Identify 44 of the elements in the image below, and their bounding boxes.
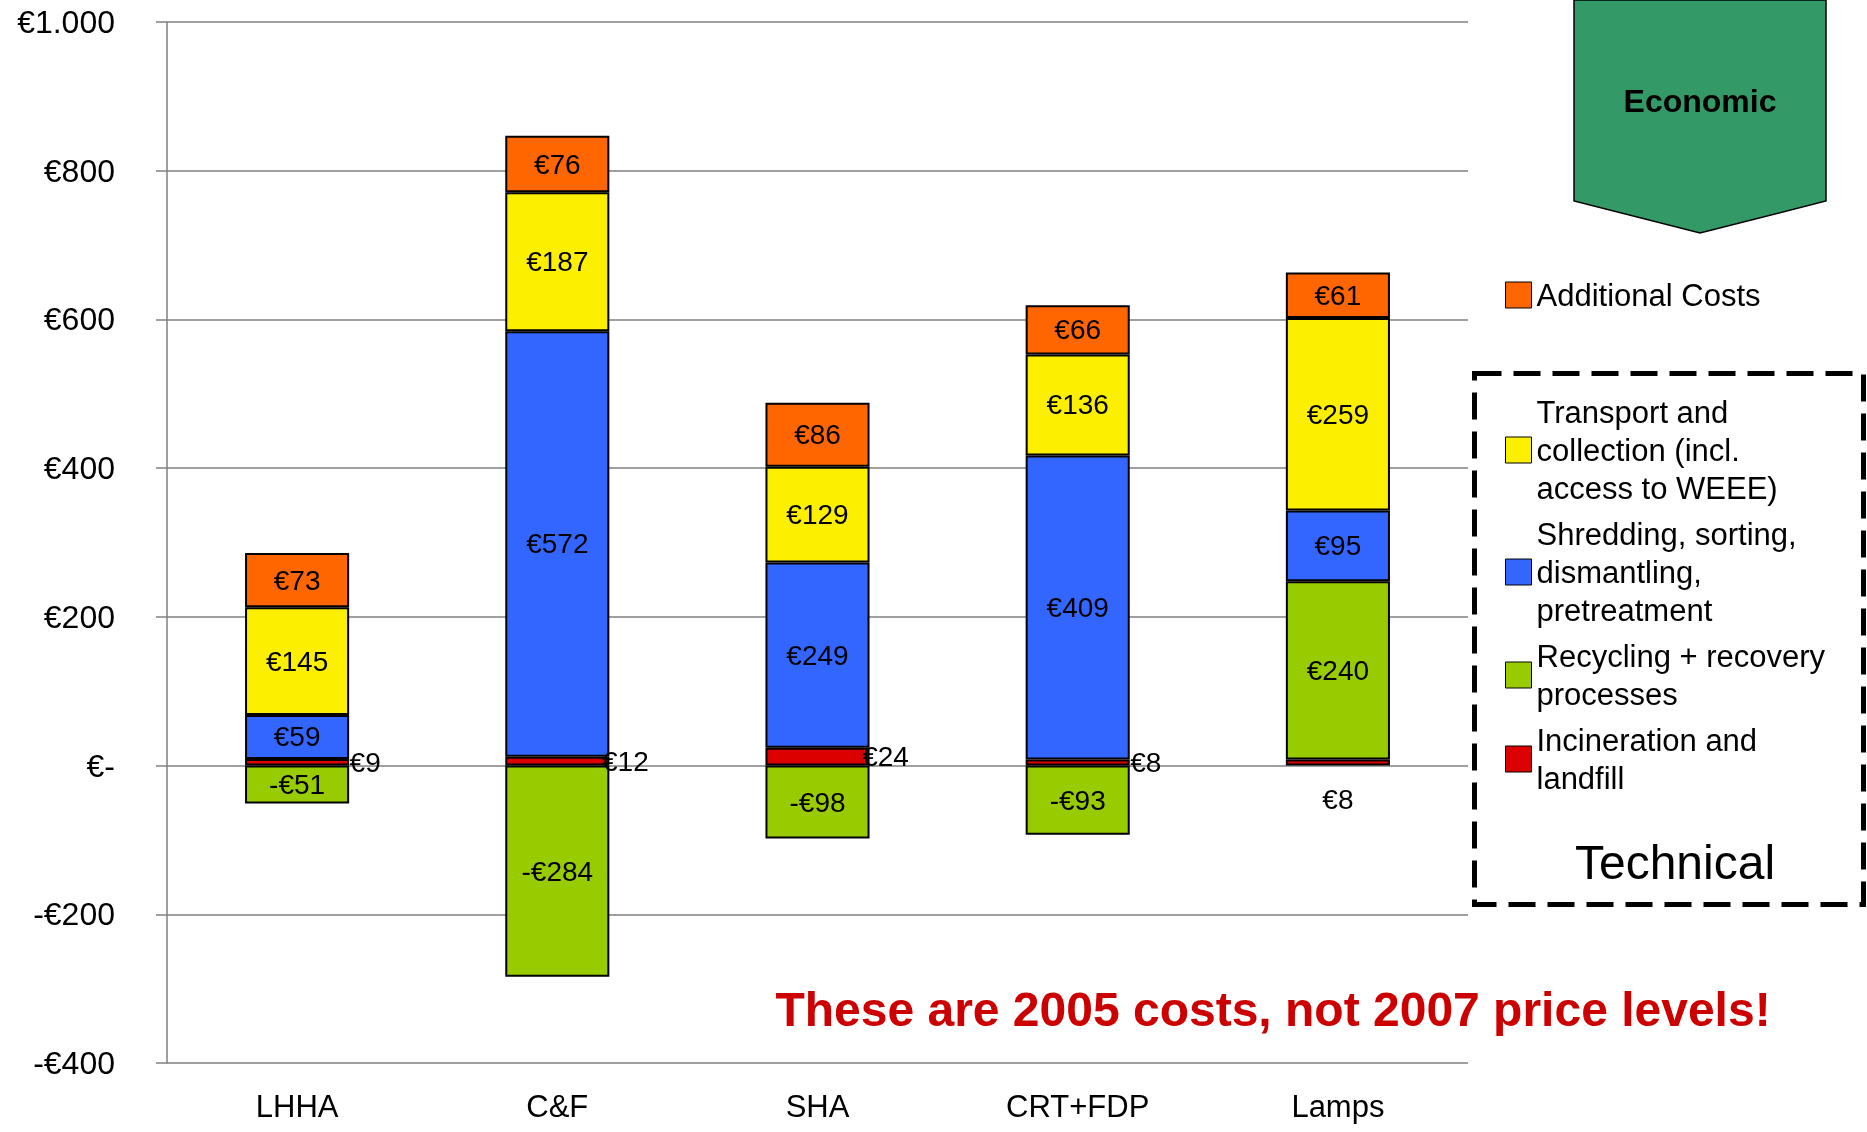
data-label: €129: [786, 499, 849, 531]
data-label: €59: [273, 721, 321, 753]
annotation: These are 2005 costs, not 2007 price levels!: [775, 982, 1771, 1036]
y-tick-label: €600: [43, 301, 115, 338]
data-label: €249: [786, 639, 849, 671]
legend-label: Recycling + recovery processes: [1536, 638, 1834, 712]
x-tick-label: CRT+FDP: [1006, 1089, 1150, 1124]
legend-label: Additional Costs: [1536, 277, 1761, 313]
x-tick-label: SHA: [785, 1089, 850, 1124]
data-label: €409: [1046, 592, 1109, 624]
data-label: -€98: [789, 786, 846, 818]
legend-label: Shredding, sorting, dismantling, pretreatment: [1536, 516, 1806, 628]
y-tick-label: €800: [43, 152, 115, 189]
data-label: €73: [273, 564, 321, 596]
data-label: €572: [526, 528, 589, 560]
data-label: -€51: [269, 769, 326, 801]
data-label: €187: [526, 246, 589, 278]
data-label: €61: [1314, 279, 1362, 311]
legend-label: Transport and collection (incl. access to WEEE): [1536, 394, 1778, 506]
y-tick-label: €400: [43, 450, 115, 487]
data-label: €95: [1314, 530, 1362, 562]
y-tick-label: €-: [86, 747, 115, 784]
data-label: €259: [1306, 398, 1370, 430]
y-tick-label: -€400: [33, 1045, 115, 1081]
data-label: €240: [1306, 654, 1370, 686]
x-tick-label: C&F: [526, 1089, 589, 1124]
text: Technical: [1574, 835, 1776, 889]
data-label: €8: [1130, 747, 1162, 779]
x-tick-label: LHHA: [255, 1089, 339, 1124]
y-tick-label: -€200: [33, 896, 115, 933]
data-label: €9: [349, 746, 381, 778]
data-label: €86: [794, 419, 841, 451]
y-tick-label: €200: [43, 598, 115, 635]
data-label: €145: [265, 645, 329, 677]
data-label: -€93: [1049, 784, 1106, 816]
legend-label: Incineration and landfill: [1536, 722, 1766, 796]
text: Economic: [1623, 83, 1777, 119]
data-label: €76: [533, 148, 581, 180]
x-tick-label: Lamps: [1291, 1089, 1385, 1124]
y-tick-label: €1.000: [17, 4, 115, 40]
data-label: €136: [1046, 389, 1109, 421]
data-label: -€284: [521, 855, 594, 887]
data-label: €8: [1322, 784, 1354, 816]
data-label: €66: [1054, 314, 1102, 346]
